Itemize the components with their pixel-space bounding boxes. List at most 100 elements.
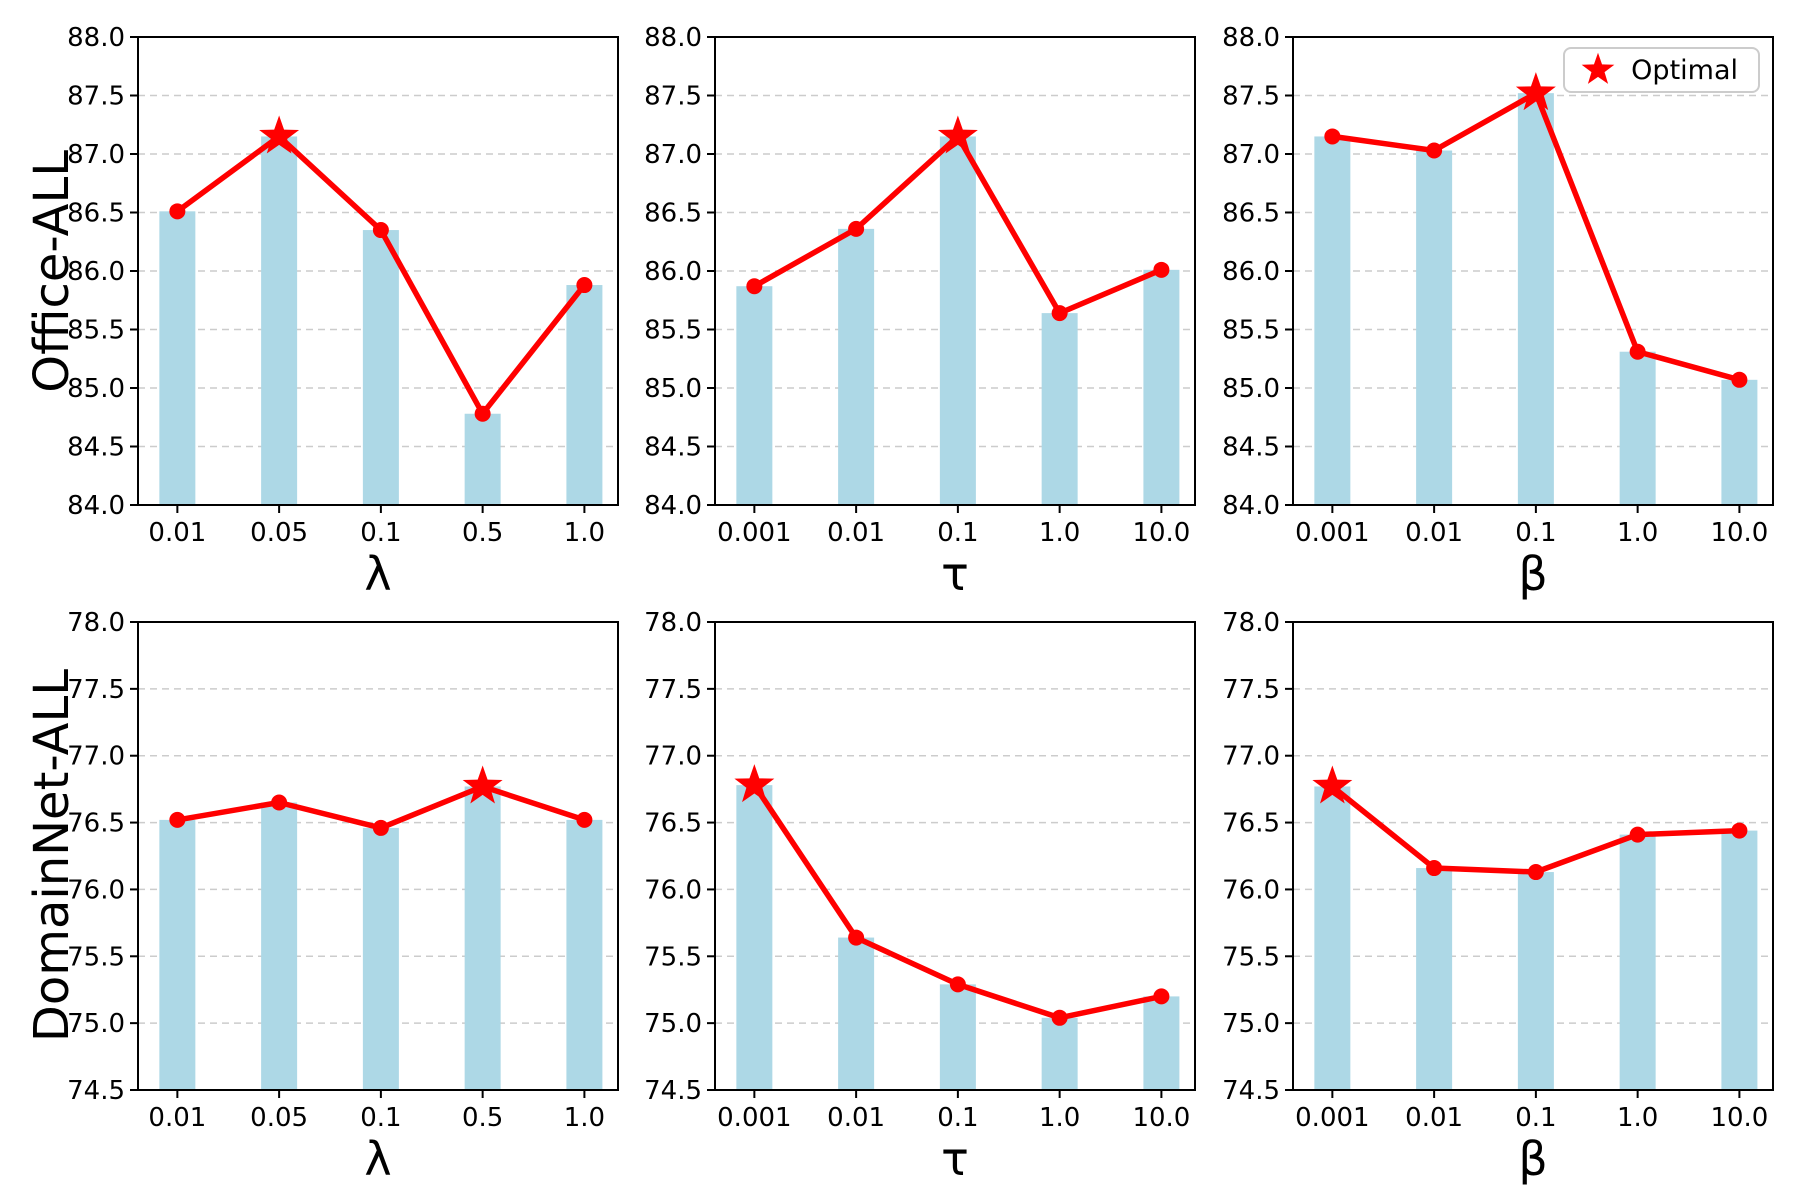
- y-tick-label: 77.5: [67, 675, 125, 705]
- bar: [362, 230, 399, 506]
- bar: [1143, 996, 1180, 1090]
- y-tick-label: 85.0: [1222, 374, 1280, 404]
- x-tick-label: 10.0: [1710, 1103, 1768, 1133]
- x-axis-label-beta-top: β: [1518, 547, 1548, 601]
- bar: [838, 937, 875, 1090]
- x-tick-label: 1.0: [1617, 518, 1658, 548]
- data-point: [474, 405, 491, 422]
- optimal-star-marker: [937, 115, 978, 154]
- x-tick-label: 10.0: [1132, 1103, 1190, 1133]
- bar: [159, 819, 196, 1090]
- data-point: [1426, 142, 1443, 159]
- y-tick-label: 75.0: [67, 1009, 125, 1039]
- bar: [261, 136, 298, 505]
- y-tick-label: 85.5: [1222, 316, 1280, 346]
- data-point: [372, 819, 389, 836]
- bar: [1416, 868, 1453, 1090]
- x-axis-label-tau-bottom: τ: [941, 1132, 969, 1186]
- bar: [566, 285, 603, 505]
- y-tick-label: 75.0: [644, 1009, 702, 1039]
- y-tick-label: 88.0: [1222, 23, 1280, 53]
- data-point: [848, 220, 865, 237]
- bar: [1721, 830, 1758, 1090]
- bar: [939, 136, 976, 505]
- y-tick-label: 77.0: [1222, 742, 1280, 772]
- y-tick-label: 84.0: [67, 491, 125, 521]
- y-tick-label: 85.5: [67, 316, 125, 346]
- optimal-star-marker: [734, 764, 775, 803]
- x-tick-label: 0.1: [1515, 1103, 1556, 1133]
- x-tick-label: 1.0: [1617, 1103, 1658, 1133]
- data-point: [848, 929, 865, 946]
- x-tick-label: 0.001: [1295, 1103, 1369, 1133]
- x-tick-label: 1.0: [1039, 1103, 1080, 1133]
- row-label-domainnet-all: DomainNet-ALL: [2, 622, 102, 1090]
- subplot-office-all-tau: 84.0 84.5 85.0 85.5 86.0 86.5 87.0 87.5 88.0 0.00…: [644, 23, 1196, 548]
- bar: [736, 785, 773, 1090]
- y-tick-label: 87.5: [1222, 82, 1280, 112]
- subplot-domainnet-all-tau: 74.5 75.0 75.5 76.0 76.5 77.0 77.5 78.0 0.001 0.0…: [644, 608, 1196, 1133]
- y-tick-label: 84.5: [67, 433, 125, 463]
- x-tick-label: 0.05: [250, 518, 308, 548]
- bar: [1517, 93, 1554, 505]
- x-tick-label: 0.5: [462, 518, 503, 548]
- x-tick-label: 0.01: [1405, 518, 1463, 548]
- bar: [838, 228, 875, 505]
- x-tick-label: 1.0: [564, 1103, 605, 1133]
- data-point: [372, 222, 389, 239]
- row-label-office-all: Office-ALL: [2, 37, 102, 505]
- y-tick-label: 86.5: [67, 199, 125, 229]
- plot-border: [137, 36, 619, 506]
- bar: [159, 211, 196, 505]
- x-tick-label: 1.0: [1039, 518, 1080, 548]
- y-tick-label: 84.5: [1222, 433, 1280, 463]
- x-tick-label: 0.01: [148, 1103, 206, 1133]
- data-point: [1527, 864, 1544, 881]
- optimal-star-marker: [259, 115, 300, 154]
- y-tick-label: 74.5: [1222, 1076, 1280, 1106]
- data-point: [576, 277, 593, 294]
- bar: [939, 984, 976, 1090]
- x-axis-label-lambda-bottom: λ: [364, 1132, 392, 1186]
- y-tick-label: 78.0: [644, 608, 702, 638]
- y-tick-label: 87.0: [644, 140, 702, 170]
- y-tick-label: 78.0: [1222, 608, 1280, 638]
- data-point: [1731, 371, 1748, 388]
- y-tick-label: 76.0: [1222, 875, 1280, 905]
- y-tick-label: 75.5: [1222, 942, 1280, 972]
- x-tick-label: 0.001: [717, 518, 791, 548]
- x-tick-label: 0.5: [462, 1103, 503, 1133]
- subplot-office-all-beta: 84.0 84.5 85.0 85.5 86.0 86.5 87.0 87.5 88.0 0.00…: [1222, 23, 1774, 548]
- legend-label: Optimal: [1631, 54, 1738, 86]
- data-point: [1324, 128, 1341, 145]
- bar: [1416, 150, 1453, 506]
- bar: [1619, 834, 1656, 1090]
- y-tick-label: 75.0: [1222, 1009, 1280, 1039]
- subplot-domainnet-all-beta: 74.5 75.0 75.5 76.0 76.5 77.0 77.5 78.0 0.001 0.0…: [1222, 608, 1774, 1133]
- y-tick-label: 86.5: [644, 199, 702, 229]
- y-tick-label: 88.0: [644, 23, 702, 53]
- y-tick-label: 86.0: [644, 257, 702, 287]
- x-tick-label: 0.01: [1405, 1103, 1463, 1133]
- row-label-text: Office-ALL: [24, 149, 80, 393]
- y-tick-label: 87.5: [67, 82, 125, 112]
- y-tick-label: 86.0: [1222, 257, 1280, 287]
- bar: [1041, 313, 1078, 505]
- plot-border: [714, 621, 1196, 1091]
- bar: [1721, 379, 1758, 505]
- y-tick-label: 76.0: [67, 875, 125, 905]
- optimal-star-marker: [1312, 765, 1353, 804]
- optimal-star-icon: [1581, 52, 1615, 84]
- y-tick-label: 76.5: [1222, 809, 1280, 839]
- x-axis-label-lambda-top: λ: [364, 547, 392, 601]
- y-tick-label: 84.5: [644, 433, 702, 463]
- data-point: [1051, 1009, 1068, 1026]
- data-point: [1153, 988, 1170, 1005]
- x-tick-label: 10.0: [1710, 518, 1768, 548]
- x-tick-label: 10.0: [1132, 518, 1190, 548]
- data-point: [1051, 305, 1068, 322]
- y-tick-label: 87.5: [644, 82, 702, 112]
- y-tick-label: 78.0: [67, 608, 125, 638]
